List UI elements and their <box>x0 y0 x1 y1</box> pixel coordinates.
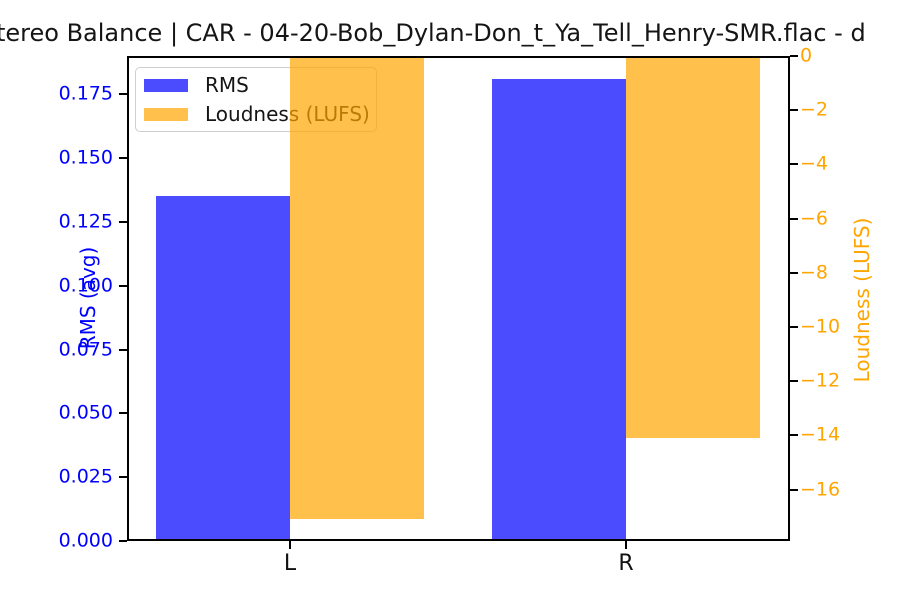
bar-rms-R <box>492 78 626 541</box>
left-tick-mark <box>119 157 127 160</box>
left-tick-mark <box>119 348 127 351</box>
right-tick-mark <box>790 488 798 491</box>
right-tick-label: −4 <box>800 152 829 175</box>
bar-loudness-L <box>290 56 424 520</box>
right-tick-mark <box>790 380 798 383</box>
rms-legend-swatch <box>144 78 188 92</box>
rms-legend-label: RMS <box>205 73 249 97</box>
x-tick-label: L <box>283 551 297 576</box>
right-tick-mark <box>790 163 798 166</box>
legend-item-rms: RMS <box>144 73 249 97</box>
left-tick-mark <box>119 412 127 415</box>
left-tick-label: 0.000 <box>58 529 113 552</box>
left-tick-label: 0.025 <box>58 465 113 488</box>
chart-title: tereo Balance | CAR - 04-20-Bob_Dylan-Do… <box>0 19 866 47</box>
right-tick-mark <box>790 434 798 437</box>
x-tick-label: R <box>618 551 634 576</box>
right-tick-label: −16 <box>800 478 841 501</box>
bar-rms-L <box>156 196 290 541</box>
left-tick-mark <box>119 540 127 542</box>
loudness-legend-swatch <box>144 107 188 121</box>
right-tick-label: 0 <box>800 44 813 67</box>
right-tick-label: −10 <box>800 315 841 338</box>
left-tick-mark <box>119 476 127 479</box>
right-tick-mark <box>790 109 798 112</box>
left-tick-label: 0.175 <box>58 82 113 105</box>
left-tick-label: 0.100 <box>58 274 113 297</box>
right-axis-label: Loudness (LUFS) <box>850 217 874 383</box>
left-tick-label: 0.125 <box>58 210 113 233</box>
right-tick-label: −2 <box>800 98 829 121</box>
right-tick-label: −8 <box>800 261 829 284</box>
bar-loudness-R <box>626 56 760 439</box>
right-tick-label: −6 <box>800 207 829 230</box>
left-tick-mark <box>119 220 127 223</box>
right-tick-label: −12 <box>800 369 841 392</box>
right-tick-mark <box>790 217 798 220</box>
right-tick-mark <box>790 271 798 274</box>
left-tick-label: 0.075 <box>58 338 113 361</box>
right-tick-mark <box>790 55 798 57</box>
right-tick-label: −14 <box>800 423 841 446</box>
right-tick-mark <box>790 325 798 328</box>
left-tick-label: 0.150 <box>58 146 113 169</box>
left-axis-label: RMS (avg) <box>76 246 100 350</box>
left-tick-mark <box>119 93 127 96</box>
left-tick-mark <box>119 284 127 287</box>
x-tick-mark <box>625 541 627 549</box>
left-tick-label: 0.050 <box>58 401 113 424</box>
x-tick-mark <box>289 541 291 549</box>
